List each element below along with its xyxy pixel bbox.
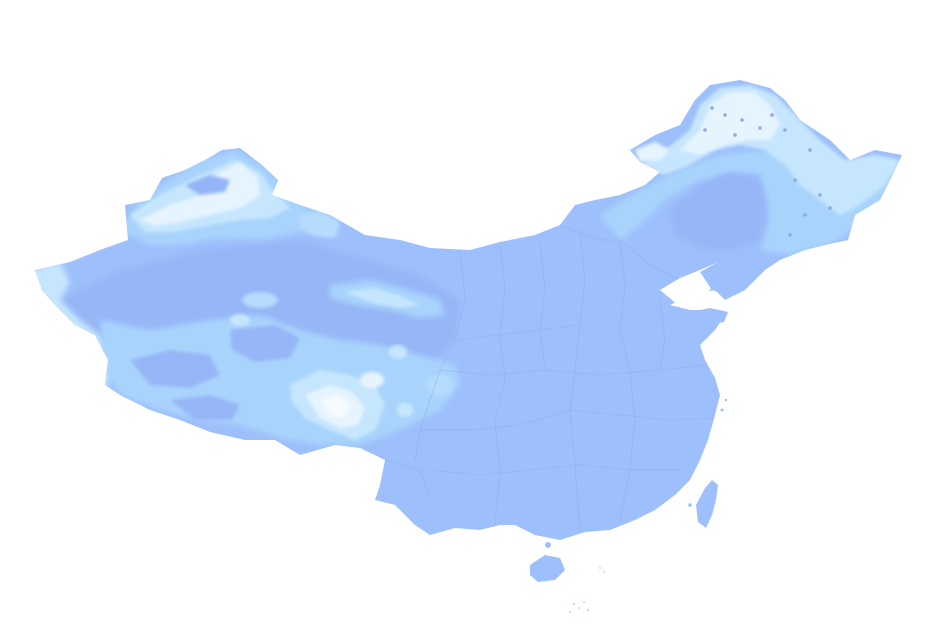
xinjiang-pale-band [140, 162, 260, 226]
xinjiang-inner-deep [185, 175, 230, 195]
tibet-deep-patch-1 [130, 350, 220, 388]
tibet-deep-patch-2 [230, 325, 300, 362]
tibet-white-core [322, 395, 350, 418]
tibet-light-spot-3 [397, 403, 413, 417]
shandong-peninsula [690, 308, 728, 325]
greater-khingan-pale [635, 142, 670, 162]
kunlun-light-band [345, 288, 420, 308]
province-boundaries [384, 224, 716, 531]
tibet-light-spot-6 [230, 314, 250, 326]
tibet-light-spot-1 [360, 372, 384, 388]
tianshan-band [300, 212, 340, 238]
liaodong-peninsula [700, 262, 745, 295]
hainan-island [530, 555, 565, 582]
coastal-islets [545, 398, 728, 548]
taiwan-island [696, 480, 718, 528]
tibet-light-spot-2 [389, 345, 407, 359]
northeast-deep-core [670, 172, 768, 250]
northeast-pale-band [680, 92, 780, 155]
tibet-light-spot-5 [242, 292, 278, 308]
south-china-sea-islands [569, 567, 605, 613]
tibet-light-spot-4 [426, 375, 454, 395]
tibet-deep-patch-3 [170, 395, 240, 420]
northeast-dots [703, 106, 832, 237]
